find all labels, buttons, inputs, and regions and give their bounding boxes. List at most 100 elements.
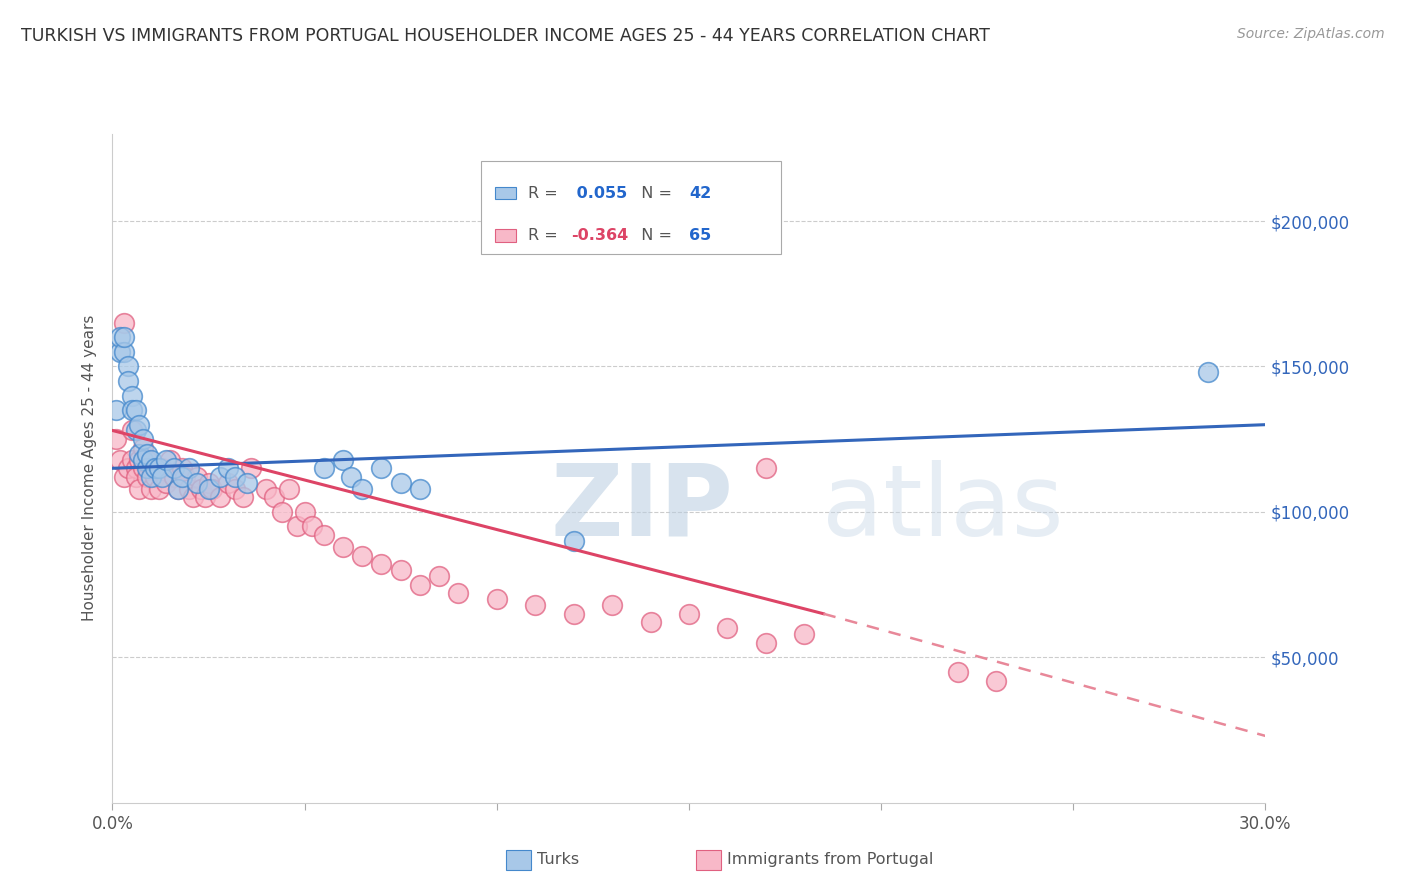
- Point: [562, 534, 585, 549]
- Point: [108, 345, 131, 359]
- Point: [155, 452, 177, 467]
- Point: [124, 470, 146, 484]
- Point: [239, 461, 262, 475]
- Point: [332, 452, 354, 467]
- Text: N =: N =: [631, 186, 678, 201]
- Point: [152, 470, 174, 484]
- Point: [755, 461, 778, 475]
- Point: [112, 330, 135, 344]
- Point: [166, 482, 188, 496]
- Point: [294, 505, 316, 519]
- Point: [112, 345, 135, 359]
- Point: [105, 403, 128, 417]
- Text: ZIP: ZIP: [551, 460, 734, 557]
- Point: [562, 607, 585, 621]
- Point: [270, 505, 292, 519]
- Point: [946, 665, 969, 679]
- Point: [678, 607, 700, 621]
- Point: [339, 470, 361, 484]
- Point: [117, 461, 139, 475]
- Point: [139, 470, 162, 484]
- Bar: [495, 187, 516, 200]
- Text: 0.055: 0.055: [571, 186, 627, 201]
- Point: [217, 475, 239, 490]
- Y-axis label: Householder Income Ages 25 - 44 years: Householder Income Ages 25 - 44 years: [82, 315, 97, 622]
- Text: 65: 65: [689, 228, 711, 243]
- Point: [389, 475, 412, 490]
- Point: [793, 627, 815, 641]
- Point: [485, 592, 508, 607]
- Text: TURKISH VS IMMIGRANTS FROM PORTUGAL HOUSEHOLDER INCOME AGES 25 - 44 YEARS CORREL: TURKISH VS IMMIGRANTS FROM PORTUGAL HOUS…: [21, 27, 990, 45]
- Text: 42: 42: [689, 186, 711, 201]
- Point: [136, 447, 159, 461]
- Point: [155, 475, 177, 490]
- Point: [301, 519, 323, 533]
- Point: [197, 482, 219, 496]
- Point: [263, 491, 285, 505]
- Point: [128, 417, 150, 432]
- Point: [121, 452, 143, 467]
- Point: [136, 470, 159, 484]
- Point: [143, 470, 166, 484]
- Text: Turks: Turks: [537, 853, 579, 867]
- Point: [194, 491, 217, 505]
- Point: [132, 461, 155, 475]
- Point: [186, 470, 208, 484]
- Point: [124, 461, 146, 475]
- Point: [181, 491, 204, 505]
- Point: [640, 615, 662, 630]
- Point: [136, 452, 159, 467]
- Point: [254, 482, 277, 496]
- FancyBboxPatch shape: [481, 161, 782, 254]
- Point: [121, 388, 143, 402]
- Point: [312, 461, 335, 475]
- Point: [312, 528, 335, 542]
- Point: [179, 482, 201, 496]
- Point: [524, 598, 547, 612]
- Point: [105, 432, 128, 446]
- Point: [128, 447, 150, 461]
- Point: [224, 470, 246, 484]
- Text: -0.364: -0.364: [571, 228, 628, 243]
- Point: [409, 482, 432, 496]
- Point: [755, 636, 778, 650]
- Point: [236, 475, 259, 490]
- Point: [427, 569, 450, 583]
- Point: [600, 598, 623, 612]
- Point: [148, 461, 170, 475]
- Point: [132, 432, 155, 446]
- Text: Source: ZipAtlas.com: Source: ZipAtlas.com: [1237, 27, 1385, 41]
- Point: [139, 461, 162, 475]
- Point: [352, 549, 374, 563]
- Text: atlas: atlas: [821, 460, 1063, 557]
- Point: [332, 540, 354, 554]
- Point: [121, 424, 143, 438]
- Point: [163, 461, 186, 475]
- Point: [197, 475, 219, 490]
- Point: [201, 482, 224, 496]
- Point: [409, 577, 432, 591]
- Text: R =: R =: [527, 228, 562, 243]
- Point: [152, 461, 174, 475]
- Point: [352, 482, 374, 496]
- Point: [389, 563, 412, 577]
- Point: [117, 359, 139, 374]
- Point: [128, 452, 150, 467]
- Point: [190, 482, 212, 496]
- Point: [232, 491, 254, 505]
- Bar: [495, 229, 516, 242]
- Point: [224, 482, 246, 496]
- Point: [108, 330, 131, 344]
- Point: [186, 475, 208, 490]
- Point: [112, 470, 135, 484]
- Text: Immigrants from Portugal: Immigrants from Portugal: [727, 853, 934, 867]
- Point: [108, 452, 131, 467]
- Point: [179, 461, 201, 475]
- Point: [209, 470, 232, 484]
- Point: [166, 482, 188, 496]
- Text: R =: R =: [527, 186, 562, 201]
- Point: [285, 519, 308, 533]
- Point: [170, 470, 193, 484]
- Point: [139, 482, 162, 496]
- Point: [136, 461, 159, 475]
